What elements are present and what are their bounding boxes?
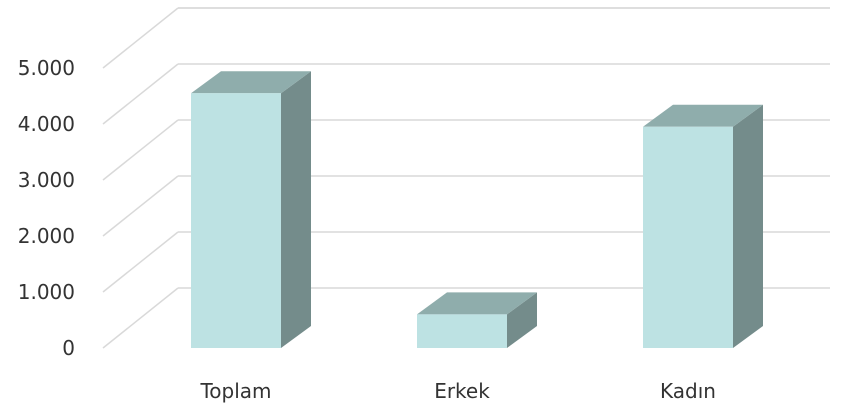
- gridline-diagonal: [102, 63, 179, 125]
- y-tick-label-1000: 1.000: [18, 280, 75, 304]
- y-tick-label-0: 0: [62, 336, 75, 360]
- y-axis-labels: 0 1.000 2.000 3.000 4.000 5.000: [18, 56, 75, 360]
- x-axis-labels: Toplam Erkek Kadın: [199, 379, 716, 403]
- bar-side-erkek: [507, 292, 537, 348]
- bar-toplam: [191, 71, 311, 348]
- bar-top-erkek: [417, 292, 537, 315]
- bar-side-kadin: [733, 104, 763, 348]
- bar-top-kadin: [643, 104, 763, 127]
- bar-front-toplam: [191, 93, 281, 348]
- x-label-toplam: Toplam: [199, 379, 271, 403]
- y-tick-label-3000: 3.000: [18, 168, 75, 192]
- gridline-diagonal: [102, 231, 179, 293]
- y-tick-label-5000: 5.000: [18, 56, 75, 80]
- y-tick-label-2000: 2.000: [18, 224, 75, 248]
- x-label-erkek: Erkek: [434, 379, 490, 403]
- gridline-diagonal: [102, 119, 179, 181]
- y-tick-label-4000: 4.000: [18, 112, 75, 136]
- bar-erkek: [417, 292, 537, 348]
- bars: [191, 71, 763, 348]
- bar-side-toplam: [281, 71, 311, 348]
- bar-front-erkek: [417, 314, 507, 348]
- gridline-diagonal: [102, 287, 179, 349]
- bar-kadin: [643, 104, 763, 348]
- gridline-diagonal: [102, 7, 179, 69]
- bar-front-kadin: [643, 126, 733, 348]
- gridline-diagonal: [102, 175, 179, 237]
- x-label-kadin: Kadın: [660, 379, 716, 403]
- bar-top-toplam: [191, 71, 311, 94]
